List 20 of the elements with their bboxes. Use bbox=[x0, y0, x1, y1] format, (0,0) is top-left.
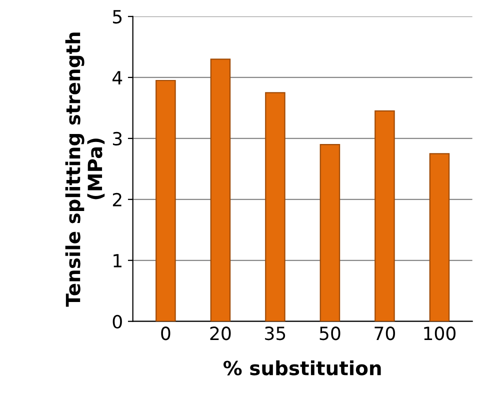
x-tick-label: 100 bbox=[424, 326, 456, 340]
bar bbox=[320, 144, 340, 322]
x-tick-label: 50 bbox=[320, 326, 340, 340]
y-axis-title: Tensile splitting strength (MPa) bbox=[65, 32, 105, 307]
bar bbox=[374, 110, 395, 322]
bar bbox=[210, 58, 231, 322]
bar bbox=[265, 92, 286, 322]
y-tick-label: 1 bbox=[114, 254, 122, 268]
y-tick-label: 5 bbox=[113, 10, 122, 24]
x-tick-label: 35 bbox=[265, 326, 286, 340]
y-tick-label: 3 bbox=[113, 132, 122, 146]
y-tick-label: 0 bbox=[112, 314, 122, 328]
x-tick-label: 20 bbox=[210, 326, 231, 340]
x-tick-label: 70 bbox=[374, 326, 395, 340]
x-axis-title: % substitution bbox=[224, 360, 381, 376]
y-tick-label: 2 bbox=[112, 192, 122, 206]
bar bbox=[429, 153, 450, 322]
bar bbox=[156, 80, 176, 322]
y-tick-label: 4 bbox=[112, 71, 122, 84]
x-tick-label: 0 bbox=[161, 326, 170, 340]
